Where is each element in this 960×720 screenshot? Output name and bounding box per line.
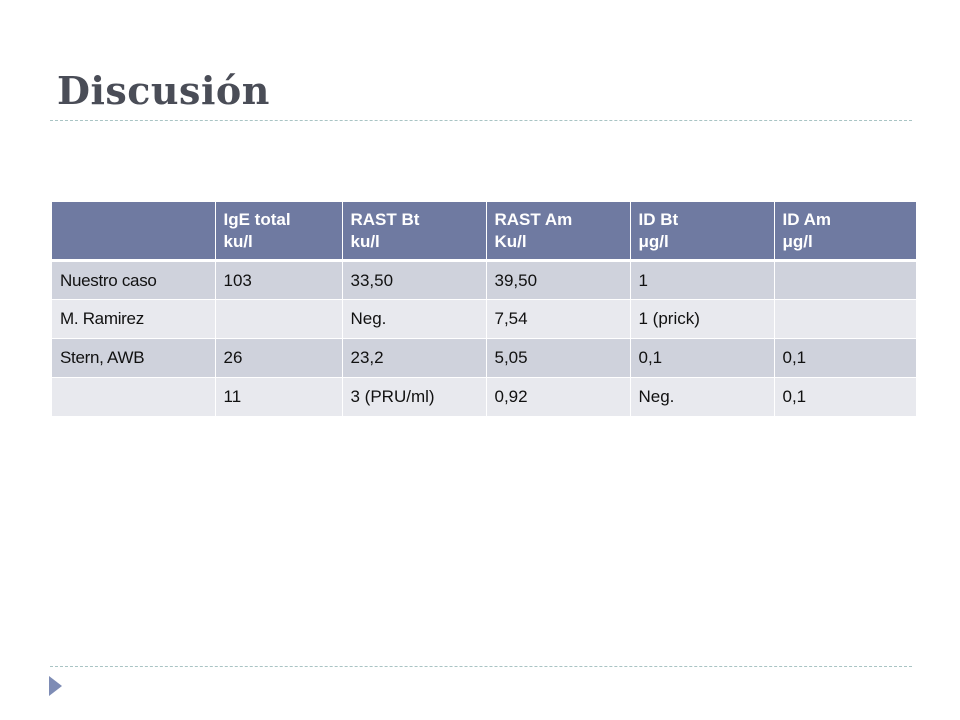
ige-total-cell: 103 [215,260,343,300]
ige-total-cell: 26 [215,338,343,378]
slide-title: Discusión [57,68,270,113]
id-bt-cell: 0,1 [630,338,775,378]
id-am-cell: 0,1 [774,377,917,417]
triangle-bullet-icon [49,676,62,696]
results-table: IgE total ku/l RAST Bt ku/l RAST Am Ku/l… [52,202,917,417]
header-unit: ku/l [223,232,253,251]
header-label: ID Bt [638,210,679,229]
id-am-cell: 0,1 [774,338,917,378]
id-am-cell [774,299,917,339]
rast-bt-cell: 23,2 [342,338,487,378]
rast-bt-cell: 3 (PRU/ml) [342,377,487,417]
header-label: RAST Bt [350,210,420,229]
row-label-cell: M. Ramirez [52,299,216,339]
table-row: 11 3 (PRU/ml) 0,92 Neg. 0,1 [52,377,917,417]
header-cell-rast-am: RAST Am Ku/l [486,202,631,262]
id-am-cell [774,260,917,300]
header-unit: μg/l [638,232,669,251]
header-unit: Ku/l [494,232,527,251]
table-header-row: IgE total ku/l RAST Bt ku/l RAST Am Ku/l… [52,202,917,262]
header-unit: ku/l [350,232,380,251]
id-bt-cell: 1 [630,260,775,300]
table-row: M. Ramirez Neg. 7,54 1 (prick) [52,299,917,339]
header-cell-ige-total: IgE total ku/l [215,202,343,262]
ige-total-cell: 11 [215,377,343,417]
rast-am-cell: 0,92 [486,377,631,417]
header-cell-id-am: ID Am μg/l [774,202,917,262]
rast-am-cell: 39,50 [486,260,631,300]
header-label: RAST Am [494,210,573,229]
rast-am-cell: 5,05 [486,338,631,378]
ige-total-cell [215,299,343,339]
header-cell-rast-bt: RAST Bt ku/l [342,202,487,262]
table-row: Nuestro caso 103 33,50 39,50 1 [52,260,917,300]
header-label: ID Am [782,210,832,229]
title-divider [50,120,912,121]
table-row: Stern, AWB 26 23,2 5,05 0,1 0,1 [52,338,917,378]
header-label: IgE total [223,210,291,229]
header-cell-id-bt: ID Bt μg/l [630,202,775,262]
rast-bt-cell: Neg. [342,299,487,339]
footer-divider [50,666,912,667]
header-cell-empty [52,202,216,262]
header-unit: μg/l [782,232,813,251]
row-label-cell [52,377,216,417]
row-label-cell: Stern, AWB [52,338,216,378]
id-bt-cell: 1 (prick) [630,299,775,339]
row-label-cell: Nuestro caso [52,260,216,300]
rast-am-cell: 7,54 [486,299,631,339]
rast-bt-cell: 33,50 [342,260,487,300]
id-bt-cell: Neg. [630,377,775,417]
